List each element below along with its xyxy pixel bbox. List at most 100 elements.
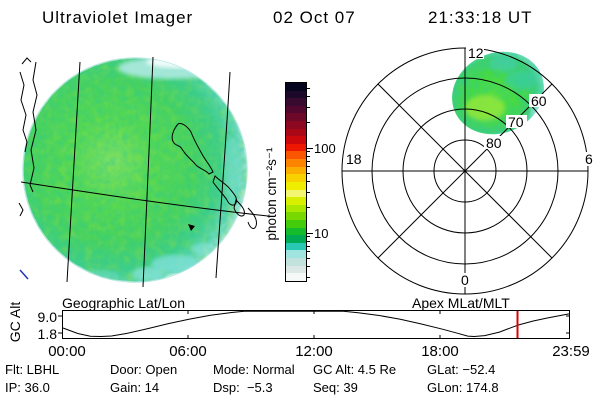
- status-gain: Gain: 14: [110, 380, 160, 395]
- mlt-label-18: 18: [346, 151, 362, 167]
- mlat-label-60: 60: [531, 93, 547, 109]
- colorbar-tick: [307, 121, 310, 123]
- colorbar-band: [286, 105, 306, 114]
- colorbar-tick: [307, 166, 310, 168]
- earth-disk-texture: [23, 58, 247, 282]
- status-gcalt: GC Alt: 4.5 Re: [313, 362, 397, 377]
- colorbar-tick: [307, 266, 310, 268]
- parallel-line: [20, 181, 269, 217]
- mlat-label-80: 80: [486, 135, 502, 151]
- date-label: 02 Oct 07: [273, 8, 356, 27]
- timeseries-ylabel: GC Alt: [7, 301, 23, 343]
- mlt-label-12: 12: [468, 45, 484, 61]
- colorbar-tick: [307, 191, 310, 193]
- label-bg: [529, 94, 550, 107]
- colorbar-band: [286, 136, 306, 144]
- polar-dial: 12 18 6 0 60 70 80: [341, 45, 595, 295]
- colorbar-tick: [307, 236, 310, 238]
- colorbar-band: [286, 212, 306, 220]
- meridian-line: [215, 71, 231, 279]
- colorbar-band: [286, 219, 306, 228]
- colorbar-tick: [307, 88, 310, 90]
- status-glon: GLon: 174.8: [427, 380, 499, 395]
- colorbar-band: [286, 128, 306, 137]
- earth-disk-image: [18, 56, 269, 288]
- status-mode: Mode: Normal: [213, 362, 295, 377]
- mlt-label-0: 0: [461, 272, 469, 288]
- colorbar-ticks: [307, 82, 315, 280]
- status-seq: Seq: 39: [313, 380, 358, 395]
- dial-grid: [341, 47, 589, 295]
- footprint-arrow: [188, 224, 195, 231]
- gc-alt-curve: [62, 310, 570, 338]
- colorbar-band: [286, 174, 306, 182]
- colorbar-tick: [307, 240, 310, 242]
- coastline-left: [18, 202, 24, 217]
- coastline-island: [212, 175, 237, 206]
- meridian-line: [66, 61, 81, 283]
- status-dsp: Dsp: −5.3: [213, 380, 273, 395]
- left-panel-caption: Geographic Lat/Lon: [62, 295, 185, 311]
- right-panel-caption: Apex MLat/MLT: [412, 295, 510, 311]
- mlt-label-6: 6: [585, 151, 593, 167]
- colorbar-tick: [307, 245, 310, 247]
- coastline-island: [171, 123, 214, 175]
- geographic-grid: [20, 56, 269, 288]
- colorbar-tick: [307, 106, 310, 108]
- status-door: Door: Open: [110, 362, 178, 377]
- colorbar-band: [286, 242, 306, 251]
- colorbar-band: [286, 143, 306, 152]
- coastline-limb: [247, 207, 257, 230]
- colorbar-tick: [307, 206, 310, 208]
- colorbar-bands: [285, 82, 307, 282]
- colorbar-band: [286, 265, 306, 274]
- mlat-label-70: 70: [508, 114, 524, 130]
- colorbar-band: [286, 159, 306, 167]
- coastline-left: [21, 57, 32, 65]
- colorbar-band: [286, 151, 306, 160]
- status-ip: IP: 36.0: [5, 380, 50, 395]
- label-bg: [344, 152, 365, 166]
- time-label: 21:33:18 UT: [428, 8, 533, 27]
- colorbar-band: [286, 235, 306, 243]
- coastline-left: [19, 71, 28, 153]
- gc-alt-plot: [58, 310, 570, 339]
- colorbar-tick: [307, 147, 313, 149]
- blue-terminator-mark: [19, 269, 29, 280]
- colorbar-band: [286, 121, 306, 129]
- xtick-1200: 12:00: [295, 343, 333, 360]
- status-glat: GLat: −52.4: [427, 362, 496, 377]
- colorbar-tick-label-10: 10: [314, 226, 329, 241]
- colorbar-band: [286, 204, 306, 213]
- colorbar-tick-label-100: 100: [314, 141, 336, 156]
- colorbar-tick: [307, 155, 310, 157]
- colorbar-band: [286, 166, 306, 175]
- mlt-spoke-diag: [377, 83, 553, 259]
- ytick-1.8: 1.8: [37, 326, 57, 342]
- colorbar-tick: [307, 173, 310, 175]
- coastline-island: [233, 199, 245, 217]
- colorbar-tick: [307, 151, 310, 153]
- colorbar-band: [286, 98, 306, 106]
- label-bg: [459, 273, 472, 287]
- colorbar-tick: [307, 181, 310, 183]
- xtick-0000: 00:00: [48, 343, 86, 360]
- dial-labels: 12 18 6 0 60 70 80: [344, 45, 595, 288]
- xtick-1800: 18:00: [421, 343, 459, 360]
- aurora-patch: [452, 51, 549, 135]
- xtick-2359: 23:59: [552, 343, 590, 360]
- colorbar-band: [286, 189, 306, 198]
- colorbar-tick: [307, 232, 313, 234]
- colorbar-band: [286, 113, 306, 122]
- colorbar-band: [286, 181, 306, 190]
- instrument-title: Ultraviolet Imager: [42, 8, 194, 27]
- colorbar-tick: [307, 96, 310, 98]
- label-bg: [583, 152, 595, 166]
- colorbar-band: [286, 197, 306, 205]
- colorbar-band: [286, 273, 306, 281]
- colorbar-tick: [307, 251, 310, 253]
- colorbar-band: [286, 258, 306, 266]
- colorbar-tick: [307, 276, 310, 278]
- coastline-left: [29, 61, 38, 193]
- colorbar-band: [286, 250, 306, 259]
